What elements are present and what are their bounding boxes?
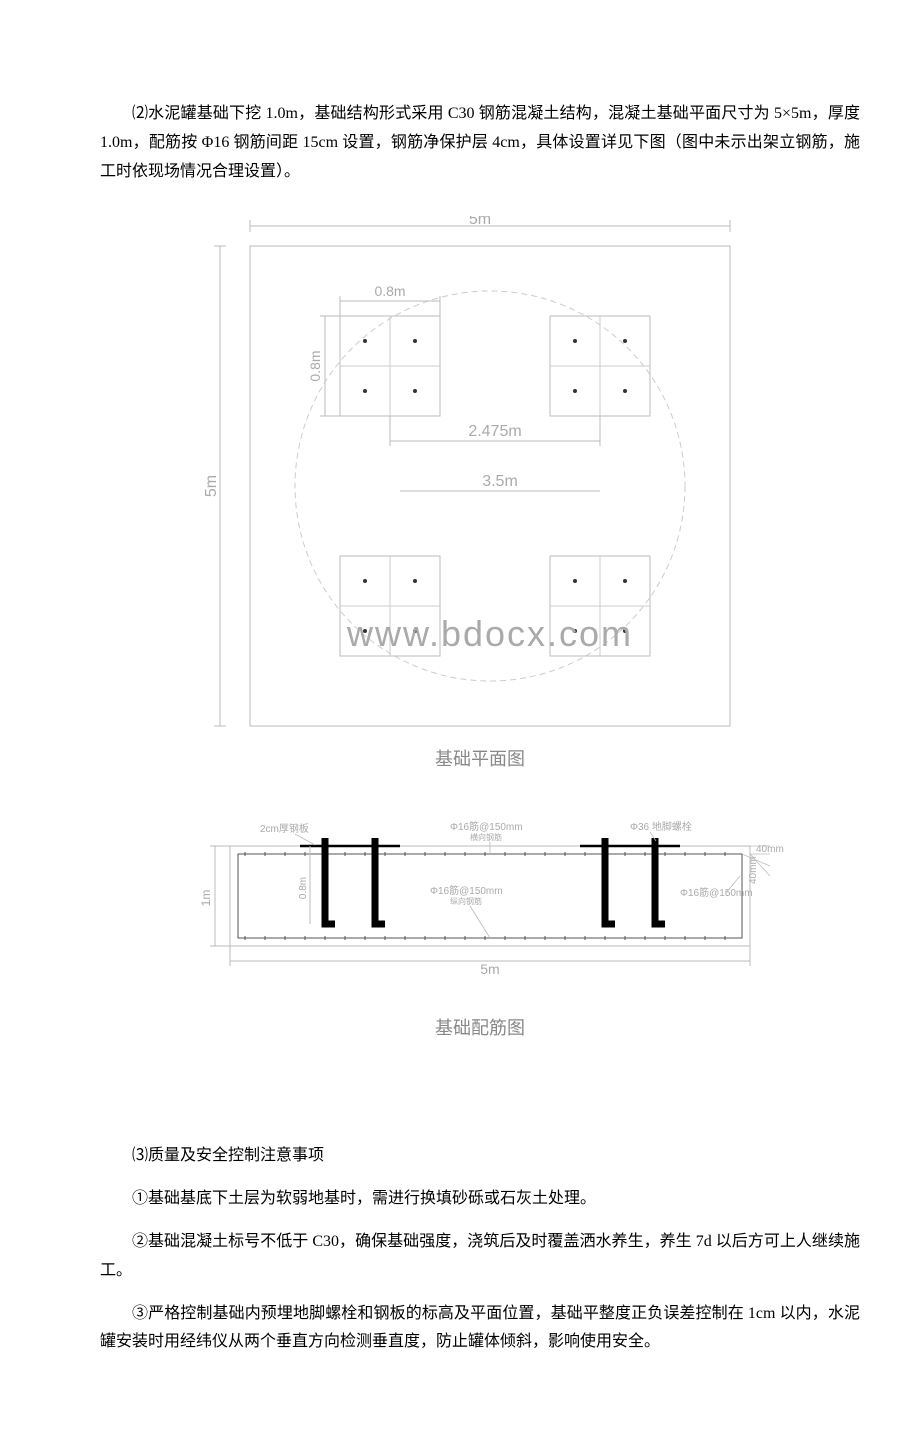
paragraph-2: ⑵水泥罐基础下挖 1.0m，基础结构形式采用 C30 钢筋混凝土结构，混凝土基础…: [100, 100, 860, 186]
paragraph-3: ⑶质量及安全控制注意事项: [100, 1142, 860, 1171]
dim-top-5m: 5m: [469, 216, 491, 228]
dim-1m: 1m: [199, 889, 213, 906]
dim-08m: 0.8m: [298, 876, 309, 898]
lbl-bot-rebar: Φ16筋@150mm: [430, 884, 503, 897]
dim-left-5m: 5m: [203, 475, 220, 497]
lbl-bolt: Φ36 地脚螺栓: [630, 820, 692, 833]
lbl-top-rebar: Φ16筋@150mm: [450, 820, 523, 833]
lbl-top-rebar-sub: 横向钢筋: [470, 832, 502, 842]
paragraph-3-3: ③严格控制基础内预埋地脚螺栓和钢板的标高及平面位置，基础平整度正负误差控制在 1…: [100, 1300, 860, 1358]
lbl-bot-rebar-sub: 纵向钢筋: [450, 896, 482, 906]
section-view-figure: 2cm厚钢板 Φ16筋@150mm 横向钢筋 Φ36 地脚螺栓 Φ16筋@150…: [170, 816, 790, 1045]
section-caption: 基础配筋图: [170, 1012, 790, 1044]
lbl-side-rebar: Φ16筋@150mm: [680, 886, 753, 899]
dim-leg-h: 0.8m: [307, 351, 323, 382]
dim-span: 2.475m: [468, 423, 521, 440]
lbl-plate: 2cm厚钢板: [260, 822, 309, 835]
dim-leg-w: 0.8m: [374, 283, 405, 299]
watermark: www.bdocx.com: [346, 613, 633, 654]
plan-svg: 5m 5m: [200, 216, 760, 736]
section-svg: 2cm厚钢板 Φ16筋@150mm 横向钢筋 Φ36 地脚螺栓 Φ16筋@150…: [170, 816, 790, 996]
leg-top-left: [340, 316, 440, 416]
leg-top-right: [550, 316, 650, 416]
paragraph-3-1: ①基础基底下土层为软弱地基时，需进行换填砂砾或石灰土处理。: [100, 1185, 860, 1214]
plan-caption: 基础平面图: [200, 743, 760, 775]
dim-diam: 3.5m: [482, 473, 518, 490]
dim-5m-sec: 5m: [480, 961, 499, 977]
paragraph-3-2: ②基础混凝土标号不低于 C30，确保基础强度，浇筑后及时覆盖洒水养生，养生 7d…: [100, 1228, 860, 1286]
plan-view-figure: 5m 5m: [200, 216, 760, 775]
